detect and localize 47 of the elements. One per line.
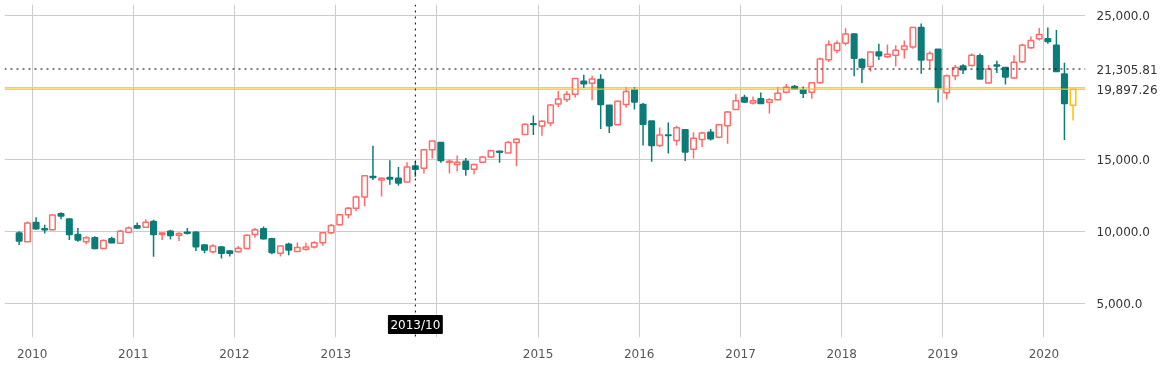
x-tick-label: 2011 [118, 346, 149, 361]
x-tick-label: 2016 [623, 346, 655, 361]
x-tick-label: 2018 [826, 346, 857, 361]
candlestick [664, 121, 672, 155]
candlestick [943, 73, 951, 100]
y-tick-label: 25,000.0 [1096, 9, 1150, 24]
candlestick [605, 104, 613, 134]
candlestick [369, 145, 377, 181]
candlestick [673, 125, 681, 147]
candlestick [976, 52, 984, 80]
candlestick [394, 166, 402, 187]
candlestick [1044, 26, 1052, 45]
candlestick [580, 73, 588, 89]
candlestick [175, 231, 183, 242]
candlestick [681, 128, 689, 162]
candlestick [614, 99, 622, 126]
candlestick [858, 57, 866, 84]
y-tick-label: 10,000.0 [1096, 224, 1150, 239]
candlestick [622, 86, 630, 109]
x-tick-label: 2017 [725, 346, 756, 361]
candlestick [437, 141, 445, 164]
candlestick [630, 86, 638, 111]
x-tick-label: 2015 [522, 346, 554, 361]
ref-line-label: 2013/10 [390, 317, 441, 332]
candlestick [529, 114, 537, 136]
candlestick [867, 51, 875, 73]
x-tick-label: 2012 [219, 346, 250, 361]
candlestick [656, 126, 664, 148]
x-tick-label: 2020 [1028, 346, 1060, 361]
y-tick-label: 15,000.0 [1096, 153, 1150, 168]
candlestick [361, 175, 369, 207]
candlestick [724, 110, 732, 145]
candlestick [1010, 54, 1018, 80]
ref-line-label: 21,305.81 [1096, 62, 1158, 77]
candlestick [985, 64, 993, 85]
candlestick [386, 159, 394, 186]
x-tick-label: 2010 [16, 346, 48, 361]
candlestick [378, 176, 386, 198]
candlestick [420, 148, 428, 175]
candlestick [689, 131, 698, 160]
candlestick [588, 75, 596, 102]
x-tick-label: 2019 [927, 346, 959, 361]
y-tick-label: 5,000.0 [1096, 296, 1143, 311]
x-tick-label: 2013 [320, 346, 352, 361]
candlestick [150, 219, 158, 258]
candlestick [403, 161, 411, 183]
ref-line-label: 19,897.26 [1096, 82, 1158, 97]
